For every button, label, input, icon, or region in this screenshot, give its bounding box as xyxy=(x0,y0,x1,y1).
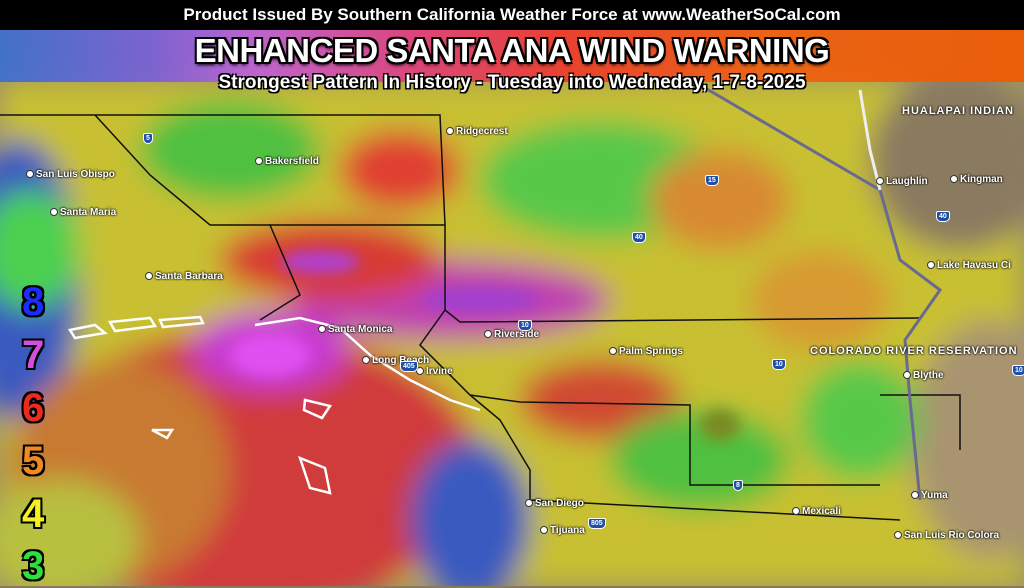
city-label: Palm Springs xyxy=(609,346,683,357)
city-label: Yuma xyxy=(911,490,948,501)
city-label: Tijuana xyxy=(540,525,585,536)
city-label: San Luis Rio Colora xyxy=(894,530,999,541)
highway-shield: 10 xyxy=(1012,365,1024,376)
city-label: Ridgecrest xyxy=(446,126,508,137)
legend-level-5: 5 xyxy=(22,439,45,483)
legend-level-4: 4 xyxy=(22,492,45,536)
city-label: Lake Havasu Ci xyxy=(927,260,1011,271)
issuer-bar: Product Issued By Southern California We… xyxy=(0,0,1024,30)
highway-shield: 10 xyxy=(772,359,786,370)
warning-subtitle: Strongest Pattern In History - Tuesday i… xyxy=(218,72,806,93)
city-label: Kingman xyxy=(950,174,1003,185)
legend-level-7: 7 xyxy=(22,333,45,377)
city-label: Blythe xyxy=(903,370,944,381)
highway-shield: 405 xyxy=(400,361,418,372)
highway-shield: 40 xyxy=(936,211,950,222)
city-label: Santa Barbara xyxy=(145,271,223,282)
highway-shield: 40 xyxy=(632,232,646,243)
title-banner xyxy=(0,30,1024,82)
city-label: Mexicali xyxy=(792,506,841,517)
region-label: COLORADO RIVER RESERVATION xyxy=(810,345,1018,357)
legend-level-6: 6 xyxy=(22,386,45,430)
warning-title: ENHANCED SANTA ANA WIND WARNING xyxy=(194,32,830,69)
city-label: Irvine xyxy=(416,366,453,377)
city-label: Riverside xyxy=(484,329,539,340)
county-borders xyxy=(0,114,961,521)
city-label: Santa Maria xyxy=(50,207,116,218)
city-label: Santa Monica xyxy=(318,324,392,335)
legend-level-3: 3 xyxy=(22,544,45,588)
highway-shield: 15 xyxy=(705,175,719,186)
city-label: San Luis Obispo xyxy=(26,169,115,180)
highway-shield: 10 xyxy=(518,320,532,331)
highway-shield: 8 xyxy=(733,480,743,491)
city-label: Laughlin xyxy=(876,176,928,187)
city-label: Bakersfield xyxy=(255,156,319,167)
region-label: HUALAPAI INDIAN xyxy=(902,105,1014,117)
city-label: San Diego xyxy=(525,498,584,509)
legend-level-8: 8 xyxy=(22,280,45,324)
highway-shield: 5 xyxy=(143,133,153,144)
city-label: Long Beach xyxy=(362,355,429,366)
highway-shield: 805 xyxy=(588,518,606,529)
